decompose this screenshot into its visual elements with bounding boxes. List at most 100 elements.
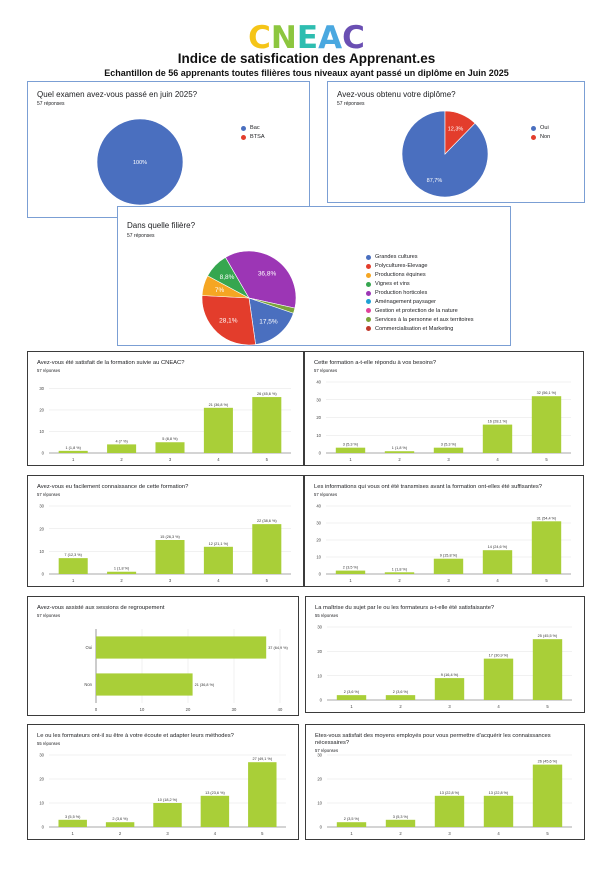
- y-tick-label: 30: [39, 386, 44, 391]
- bar: [384, 451, 415, 453]
- response-count: 55 réponses: [315, 613, 339, 618]
- bar-data-label: 3 (5,3 %): [393, 815, 409, 819]
- y-tick-label: 0: [42, 572, 45, 577]
- logo-letter-a: A: [318, 20, 343, 56]
- y-tick-label: 0: [319, 451, 322, 456]
- x-tick-label: 2: [399, 704, 402, 709]
- chart-question: Avez-vous assisté aux sessions de regrou…: [37, 605, 165, 611]
- x-tick-label: 4: [497, 704, 500, 709]
- y-tick-label: 40: [316, 504, 321, 509]
- bar: [434, 795, 465, 827]
- logo-letter-n: N: [270, 20, 297, 56]
- legend-label: BTSA: [250, 134, 265, 141]
- bar-data-label: 13 (22,8 %): [489, 791, 509, 795]
- legend-item: Polycultures-Elevage: [366, 262, 474, 271]
- y-tick-label: 20: [39, 408, 44, 413]
- x-tick-label: 1: [350, 831, 353, 836]
- x-tick-label: 3: [448, 831, 451, 836]
- bar-data-label: 21 (36,8 %): [209, 403, 229, 407]
- pie-slice-services-la-personne-et-aux-territoires: [248, 297, 296, 314]
- bar: [252, 397, 282, 453]
- chart-card-q8: Etes-vous satisfait des moyens employés …: [305, 724, 585, 840]
- chart-card-q6: La maîtrise du sujet par le ou les forma…: [305, 596, 585, 713]
- x-tick-label: 4: [496, 578, 499, 583]
- legend-item: Vignes et vins: [366, 280, 474, 289]
- legend-label: Commercialisation et Marketing: [375, 325, 454, 332]
- bar-data-label: 3 (5,5 %): [65, 815, 81, 819]
- page-subtitle: Echantillon de 56 apprenants toutes fili…: [104, 68, 509, 78]
- pie-slice-polycultures-elevage: [201, 295, 256, 346]
- bar: [248, 762, 277, 827]
- y-category-label: Oui: [85, 645, 92, 650]
- pie-chart-exam: 100%: [96, 118, 184, 206]
- x-tick-label: 3: [447, 578, 450, 583]
- chart-legend: Bac BTSA: [241, 124, 265, 142]
- y-tick-label: 40: [316, 380, 321, 385]
- y-tick-label: 0: [42, 825, 45, 830]
- y-tick-label: 20: [316, 538, 321, 543]
- y-tick-label: 10: [316, 555, 321, 560]
- x-tick-label: 4: [217, 578, 220, 583]
- chart-card-filiere: Dans quelle filière? 57 réponses 17,5% 28…: [117, 206, 511, 346]
- y-tick-label: 0: [320, 825, 323, 830]
- bar-chart-q7: 0 10 20 30 3 (5,5 %) 1 2 (3,6 %) 2 10 (18,2 %) 3 1…: [39, 753, 286, 836]
- pie-data-label: 8,8%: [220, 274, 235, 281]
- bar-data-label: 9 (15,8 %): [440, 554, 458, 558]
- bar: [482, 424, 513, 453]
- bar-chart-q1: 0 10 20 30 1 (1,8 %) 1 4 (7 %) 2 5 (8,8 %) 3 21 (3…: [39, 386, 291, 462]
- x-tick-label: 5: [266, 457, 269, 462]
- response-count: 57 réponses: [314, 368, 338, 373]
- chart-question: Le ou les formateurs ont-il su être à vo…: [37, 733, 234, 739]
- chart-card-q2: Cette formation a-t-elle répondu à vos b…: [304, 351, 584, 466]
- bar: [531, 396, 562, 453]
- bar: [155, 442, 185, 453]
- y-tick-label: 20: [39, 777, 44, 782]
- legend-label: Production horticoles: [375, 290, 428, 296]
- pie-data-label: 36,8%: [258, 271, 277, 278]
- bar-data-label: 26 (45,6 %): [538, 760, 558, 764]
- chart-question: Etes-vous satisfait des moyens employés …: [315, 733, 551, 746]
- bar-data-label: 13 (22,8 %): [440, 791, 460, 795]
- bar: [58, 450, 88, 453]
- chart-question: Avez-vous eu facilement connaissance de …: [37, 484, 189, 490]
- response-count: 57 réponses: [315, 748, 339, 753]
- x-tick-label: 3: [447, 457, 450, 462]
- x-tick-label: 3: [448, 704, 451, 709]
- y-tick-label: 10: [39, 549, 44, 554]
- legend-label: Services à la personne et aux territoire…: [375, 316, 474, 323]
- bar: [482, 550, 513, 574]
- bar-data-label: 15 (26,3 %): [160, 535, 180, 539]
- bar: [105, 822, 135, 827]
- legend-label: Grandes cultures: [375, 254, 418, 261]
- chart-legend: Grandes cultures Polycultures-Elevage Prod…: [366, 253, 474, 333]
- bar-data-label: 26 (45,6 %): [257, 392, 277, 396]
- x-tick-label: 5: [545, 457, 548, 462]
- bar-data-label: 1 (1,8 %): [392, 446, 408, 450]
- bar-data-label: 12 (21,1 %): [209, 542, 229, 546]
- legend-item: Oui: [531, 124, 550, 133]
- chart-card-q3: Avez-vous eu facilement connaissance de …: [27, 475, 304, 587]
- y-tick-label: 10: [39, 801, 44, 806]
- pie-data-label: 7%: [215, 287, 225, 294]
- bar: [531, 521, 562, 574]
- legend-swatch: [366, 254, 371, 260]
- x-tick-label: 5: [261, 831, 264, 836]
- y-tick-label: 10: [316, 433, 321, 438]
- bar-data-label: 9 (16,4 %): [441, 673, 459, 677]
- x-tick-label: 0: [95, 707, 98, 712]
- x-tick-label: 4: [217, 457, 220, 462]
- y-tick-label: 0: [319, 572, 322, 577]
- legend-swatch: [366, 317, 371, 323]
- pie-data-label: 28,1%: [219, 318, 238, 325]
- response-count: 57 réponses: [37, 368, 61, 373]
- x-tick-label: 2: [119, 831, 122, 836]
- legend-swatch: [366, 308, 371, 314]
- y-tick-label: 30: [317, 625, 322, 630]
- legend-swatch: [366, 281, 371, 287]
- x-tick-label: 2: [398, 457, 401, 462]
- legend-label: Aménagement paysager: [375, 298, 436, 305]
- legend-item: Commercialisation et Marketing: [366, 324, 474, 333]
- bar: [483, 795, 514, 827]
- x-tick-label: 2: [398, 578, 401, 583]
- chart-question: Cette formation a-t-elle répondu à vos b…: [314, 360, 437, 366]
